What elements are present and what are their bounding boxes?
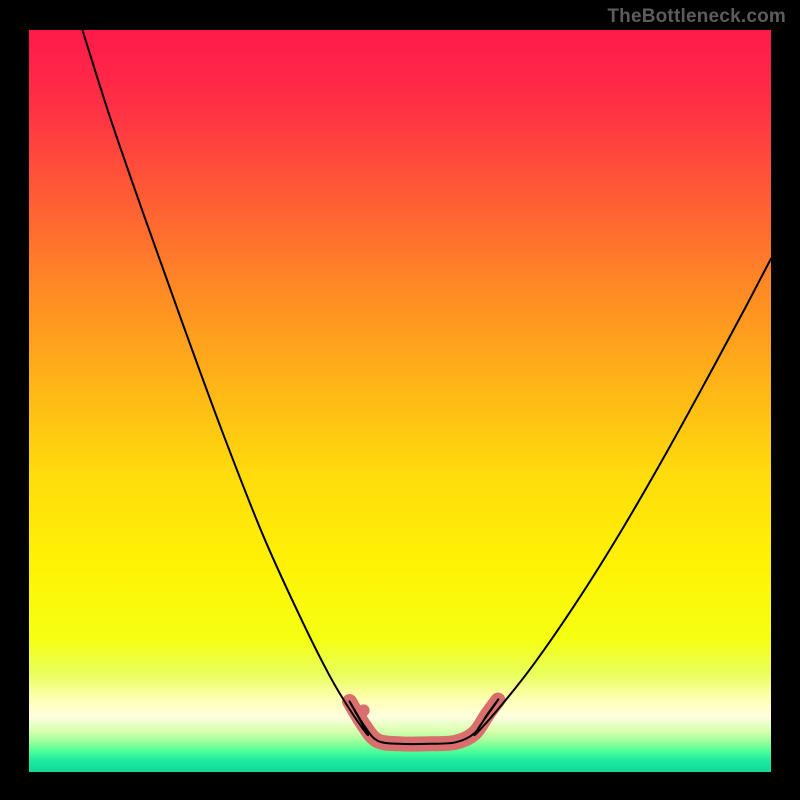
bottleneck-chart <box>29 30 771 772</box>
watermark-text: TheBottleneck.com <box>607 6 786 28</box>
gradient-background <box>29 30 771 772</box>
bottleneck-marker-dot <box>358 704 370 716</box>
